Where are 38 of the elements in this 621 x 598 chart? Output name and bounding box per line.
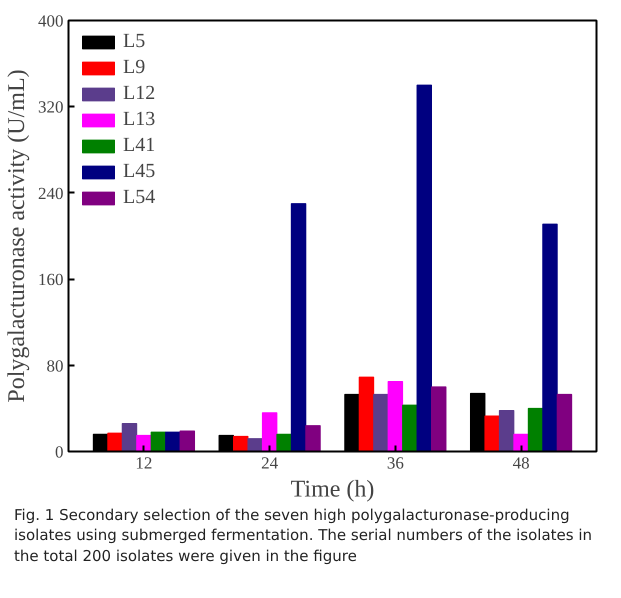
- bar: [528, 408, 544, 452]
- y-axis-title: Polygalacturonase activity (U/mL): [4, 69, 30, 403]
- x-tick-label: 12: [135, 454, 152, 472]
- bar: [290, 203, 306, 452]
- legend-label: L5: [123, 30, 146, 53]
- bar: [388, 380, 404, 452]
- bar: [373, 394, 389, 452]
- bar: [305, 425, 321, 452]
- x-tick-label: 48: [512, 454, 530, 472]
- bar: [165, 432, 181, 452]
- y-tick-label: 400: [38, 12, 64, 30]
- legend-label: L45: [123, 160, 156, 183]
- bar: [416, 84, 432, 452]
- y-tick-label: 160: [38, 270, 64, 290]
- legend-label: L13: [123, 108, 156, 131]
- bar: [542, 224, 558, 452]
- caption: Fig. 1 Secondary selection of the seven high polygalacturonase-producing isolates using submerged fermentation. The serial numbers of the isolates in the total 200 isolates were given in the figure: [14, 505, 594, 566]
- legend-label: L54: [123, 186, 156, 209]
- bar: [484, 415, 500, 452]
- bar: [262, 412, 278, 452]
- bar: [180, 430, 196, 452]
- x-axis-title: Time (h): [290, 476, 374, 502]
- y-tick-label: 0: [55, 442, 64, 462]
- x-tick-label: 36: [386, 454, 404, 472]
- bar: [150, 432, 166, 452]
- legend-label: L9: [123, 56, 146, 79]
- bar: [402, 404, 418, 452]
- bar: [358, 376, 374, 452]
- bar: [556, 394, 572, 452]
- x-tick-label: 24: [261, 454, 279, 472]
- bar: [498, 410, 514, 452]
- bar: [122, 422, 138, 452]
- legend-label: L41: [123, 134, 156, 157]
- bar: [431, 386, 446, 452]
- legend-label: L12: [123, 82, 156, 105]
- y-tick-label: 240: [38, 184, 64, 203]
- y-tick-label: 80: [46, 356, 64, 376]
- y-tick-label: 320: [38, 98, 64, 117]
